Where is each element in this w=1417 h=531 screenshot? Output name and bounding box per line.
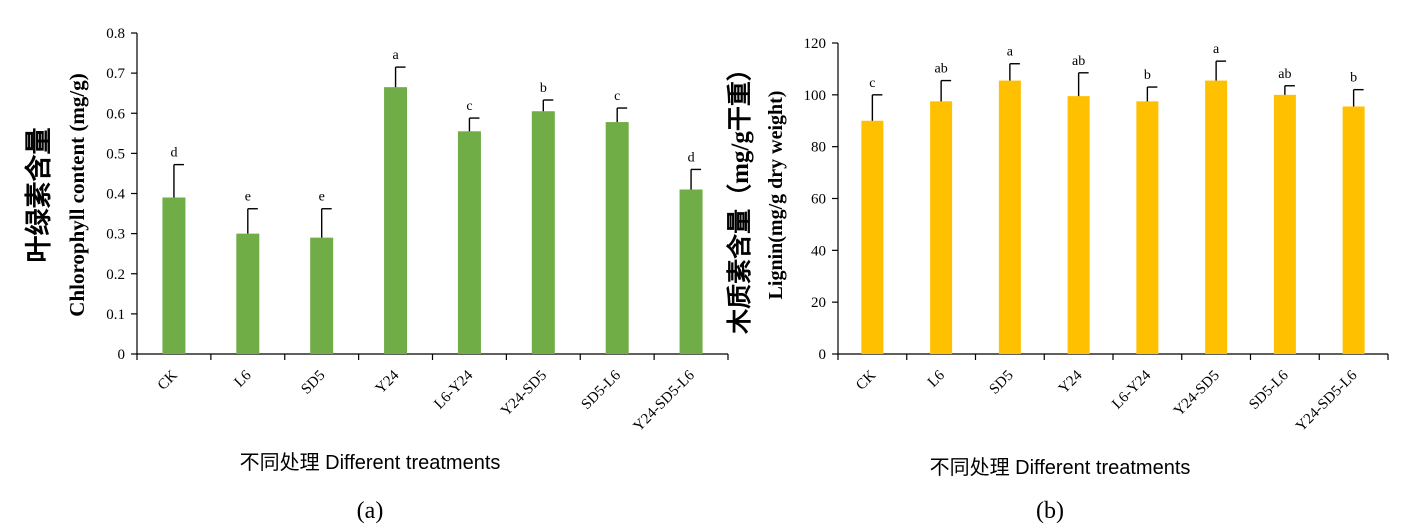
significance-letter: c — [614, 89, 620, 104]
significance-letter: d — [170, 146, 177, 161]
x-tick-label: CK — [853, 367, 879, 393]
x-axis-label: 不同处理 Different treatments — [240, 451, 501, 474]
bar — [236, 233, 260, 354]
bar — [1342, 106, 1365, 354]
y-tick-label: 60 — [811, 192, 826, 208]
y-tick-label: 0.1 — [106, 307, 125, 323]
y-tick-label: 0 — [118, 347, 126, 363]
y-tick-label: 0.3 — [106, 227, 125, 243]
bar — [930, 101, 953, 354]
significance-letter: e — [245, 190, 251, 205]
significance-letter: c — [466, 99, 472, 114]
chlorophyll-chart: 叶绿素含量 Chlorophyll content (mg/g) 不同处理 Di… — [23, 26, 729, 524]
y-tick-label: 0.6 — [106, 106, 125, 122]
x-tick-label: Y24-SD5 — [498, 368, 550, 420]
bar — [1205, 80, 1228, 355]
significance-letter: ab — [1278, 67, 1291, 82]
x-tick-label: L6 — [925, 367, 948, 390]
x-tick-label: L6 — [232, 367, 255, 390]
y-axis-label-cn: 木质素含量（mg/g干重） — [725, 56, 754, 335]
x-tick-label: SD5-L6 — [1246, 367, 1292, 413]
bar — [998, 80, 1021, 355]
significance-letter: b — [1144, 68, 1151, 83]
significance-letter: a — [1007, 45, 1014, 60]
x-tick-label: Y24 — [1056, 367, 1086, 397]
y-axis-label-cn: 叶绿素含量 — [23, 128, 54, 263]
bar — [457, 131, 481, 354]
x-tick-label: L6-Y24 — [431, 367, 476, 412]
y-tick-label: 0.2 — [106, 267, 125, 283]
significance-letter: d — [688, 150, 695, 165]
x-tick-label: Y24 — [373, 367, 403, 397]
x-tick-label: L6-Y24 — [1109, 367, 1154, 412]
significance-letter: a — [1213, 42, 1220, 57]
x-tick-label: Y24-SD5-L6 — [1293, 367, 1361, 435]
x-tick-label: SD5 — [987, 368, 1017, 398]
y-tick-label: 0.5 — [106, 146, 125, 162]
significance-letter: e — [319, 190, 325, 205]
x-axis-label: 不同处理 Different treatments — [930, 456, 1191, 479]
y-axis-label-en: Lignin(mg/g dry weight) — [765, 91, 787, 300]
bar — [1067, 96, 1090, 355]
significance-letter: b — [540, 81, 547, 96]
bar — [1136, 101, 1159, 354]
y-tick-label: 80 — [811, 140, 826, 156]
significance-letter: ab — [935, 62, 948, 77]
panel-label: (b) — [1036, 498, 1064, 524]
x-tick-label: Y24-SD5 — [1171, 368, 1223, 420]
y-tick-label: 0 — [819, 347, 827, 363]
x-tick-label: Y24-SD5-L6 — [631, 367, 699, 435]
x-tick-label: CK — [155, 367, 181, 393]
bar — [531, 111, 555, 355]
bar — [1273, 94, 1296, 354]
x-tick-label: SD5 — [298, 368, 328, 398]
y-tick-label: 0.4 — [106, 187, 125, 203]
bar — [162, 197, 186, 354]
y-tick-label: 20 — [811, 295, 826, 311]
y-tick-label: 0.8 — [106, 26, 125, 42]
significance-letter: c — [869, 76, 875, 91]
lignin-chart: 木质素含量（mg/g干重） Lignin(mg/g dry weight) 不同… — [725, 36, 1389, 524]
y-tick-label: 40 — [811, 243, 826, 259]
significance-letter: ab — [1072, 54, 1085, 69]
y-tick-label: 0.7 — [106, 66, 125, 82]
bar — [310, 237, 334, 354]
bar — [861, 120, 884, 354]
bar — [605, 122, 629, 354]
bar — [384, 87, 408, 354]
y-axis-label-en: Chlorophyll content (mg/g) — [65, 73, 89, 316]
x-tick-label: SD5-L6 — [579, 367, 625, 413]
y-tick-label: 120 — [804, 36, 827, 52]
significance-letter: a — [392, 48, 399, 63]
panel-label: (a) — [357, 498, 384, 524]
bar — [679, 189, 703, 354]
y-tick-label: 100 — [804, 88, 827, 104]
significance-letter: b — [1350, 71, 1357, 86]
